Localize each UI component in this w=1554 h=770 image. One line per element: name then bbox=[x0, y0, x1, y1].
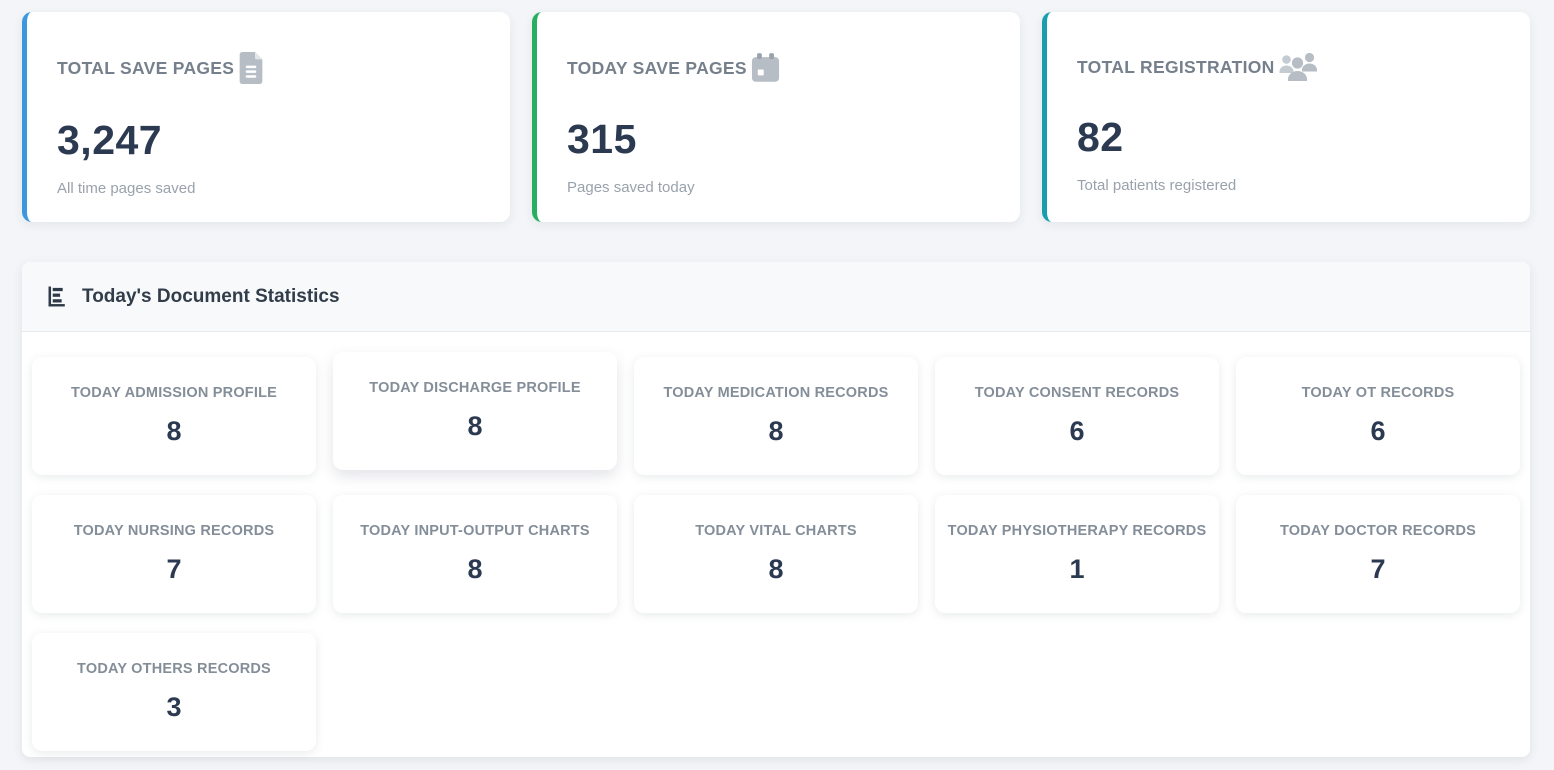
stat-card-subtitle: Pages saved today bbox=[567, 179, 695, 196]
stat-card-title: TOTAL SAVE PAGES bbox=[57, 58, 235, 78]
mini-card-today-ot-records: TODAY OT RECORDS 6 bbox=[1236, 357, 1520, 475]
stat-card-subtitle: All time pages saved bbox=[57, 180, 196, 197]
mini-card-today-physiotherapy-records: TODAY PHYSIOTHERAPY RECORDS 1 bbox=[935, 495, 1219, 613]
mini-card-value: 1 bbox=[1069, 554, 1085, 584]
users-icon bbox=[1278, 52, 1318, 86]
stat-card-total-registration: TOTAL REGISTRATION 82 Total patients reg… bbox=[1042, 12, 1530, 222]
mini-card-today-admission-profile: TODAY ADMISSION PROFILE 8 bbox=[32, 357, 316, 475]
stat-card-title: TOTAL REGISTRATION bbox=[1077, 56, 1275, 77]
mini-card-value: 8 bbox=[467, 411, 483, 441]
mini-card-value: 8 bbox=[166, 416, 182, 446]
stat-card-title-row: TODAY SAVE PAGES bbox=[567, 48, 990, 88]
panel-title: Today's Document Statistics bbox=[82, 285, 340, 307]
mini-card-label: TODAY PHYSIOTHERAPY RECORDS bbox=[947, 523, 1207, 539]
calendar-icon bbox=[750, 52, 781, 88]
mini-card-today-medication-records: TODAY MEDICATION RECORDS 8 bbox=[634, 357, 918, 475]
mini-card-label: TODAY CONSENT RECORDS bbox=[974, 385, 1180, 401]
mini-card-today-nursing-records: TODAY NURSING RECORDS 7 bbox=[32, 495, 316, 613]
mini-card-label: TODAY INPUT-OUTPUT CHARTS bbox=[360, 523, 590, 539]
mini-card-today-consent-records: TODAY CONSENT RECORDS 6 bbox=[935, 357, 1219, 475]
mini-card-value: 6 bbox=[1069, 416, 1085, 446]
panel-header: Today's Document Statistics bbox=[22, 262, 1530, 332]
mini-card-label: TODAY DOCTOR RECORDS bbox=[1279, 523, 1477, 539]
mini-card-label: TODAY DISCHARGE PROFILE bbox=[369, 380, 581, 396]
mini-card-label: TODAY VITAL CHARTS bbox=[695, 523, 857, 539]
stat-cards-row: TOTAL SAVE PAGES 3,247 All time pages sa… bbox=[0, 0, 1554, 222]
mini-card-label: TODAY OT RECORDS bbox=[1301, 385, 1455, 401]
stat-card-today-save-pages: TODAY SAVE PAGES 315 Pages saved today bbox=[532, 12, 1020, 222]
stat-card-value: 315 bbox=[567, 116, 637, 162]
mini-card-value: 7 bbox=[166, 554, 182, 584]
mini-card-label: TODAY OTHERS RECORDS bbox=[77, 661, 271, 677]
mini-card-value: 6 bbox=[1370, 416, 1386, 446]
mini-card-value: 3 bbox=[166, 692, 182, 722]
stat-card-subtitle: Total patients registered bbox=[1077, 177, 1237, 194]
file-document-icon bbox=[237, 52, 265, 89]
mini-card-today-others-records: TODAY OTHERS RECORDS 3 bbox=[32, 633, 316, 751]
mini-stats-grid: TODAY ADMISSION PROFILE 8 TODAY DISCHARG… bbox=[22, 332, 1530, 757]
stat-card-total-save-pages: TOTAL SAVE PAGES 3,247 All time pages sa… bbox=[22, 12, 510, 222]
mini-card-label: TODAY MEDICATION RECORDS bbox=[663, 385, 889, 401]
mini-card-label: TODAY ADMISSION PROFILE bbox=[70, 385, 278, 401]
mini-card-label: TODAY NURSING RECORDS bbox=[73, 523, 275, 539]
mini-card-today-discharge-profile: TODAY DISCHARGE PROFILE 8 bbox=[333, 352, 617, 470]
stat-card-value: 3,247 bbox=[57, 117, 163, 163]
mini-card-today-vital-charts: TODAY VITAL CHARTS 8 bbox=[634, 495, 918, 613]
horizontal-bar-chart-icon bbox=[48, 286, 69, 307]
mini-card-value: 7 bbox=[1370, 554, 1386, 584]
stat-card-value: 82 bbox=[1077, 114, 1124, 160]
mini-card-value: 8 bbox=[768, 416, 784, 446]
mini-card-value: 8 bbox=[768, 554, 784, 584]
mini-card-today-input-output-charts: TODAY INPUT-OUTPUT CHARTS 8 bbox=[333, 495, 617, 613]
mini-card-value: 8 bbox=[467, 554, 483, 584]
stat-card-title-row: TOTAL REGISTRATION bbox=[1077, 48, 1500, 86]
stat-card-title-row: TOTAL SAVE PAGES bbox=[57, 48, 480, 89]
mini-card-today-doctor-records: TODAY DOCTOR RECORDS 7 bbox=[1236, 495, 1520, 613]
document-statistics-panel: Today's Document Statistics TODAY ADMISS… bbox=[22, 262, 1530, 757]
stat-card-title: TODAY SAVE PAGES bbox=[567, 57, 747, 78]
